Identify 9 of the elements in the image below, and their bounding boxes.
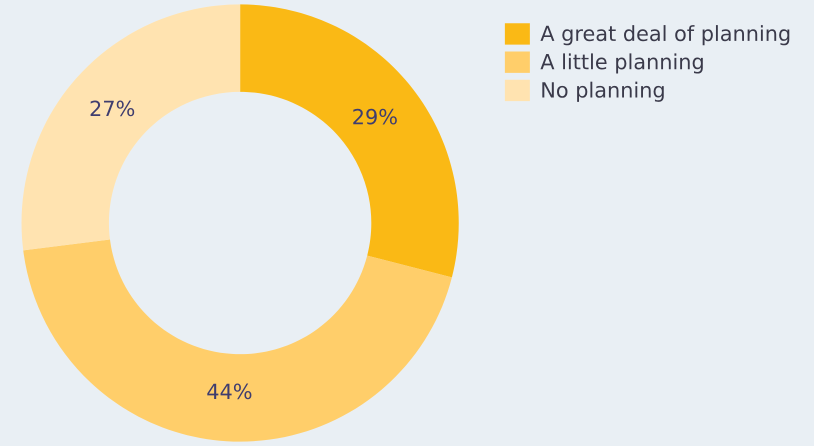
legend-label: No planning: [542, 82, 664, 102]
donut-slice: [22, 4, 240, 250]
legend-label: A little planning: [540, 53, 703, 74]
data-label: 29%: [353, 108, 397, 125]
donut-slice: [240, 4, 459, 278]
data-label: 44%: [207, 383, 252, 400]
data-label: 27%: [90, 100, 134, 116]
legend-label: A great deal of planning: [540, 25, 790, 46]
donut-slice: [23, 239, 452, 442]
